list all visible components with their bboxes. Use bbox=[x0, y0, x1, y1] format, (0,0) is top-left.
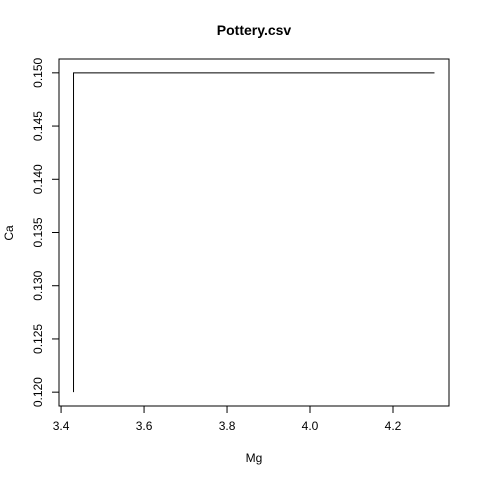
y-tick-label: 0.120 bbox=[31, 377, 45, 407]
y-tick-label: 0.135 bbox=[31, 217, 45, 247]
x-axis: 3.4 3.6 3.8 4.0 4.2 bbox=[53, 405, 402, 433]
y-tick-label: 0.125 bbox=[31, 324, 45, 354]
plot-frame bbox=[58, 58, 450, 407]
y-tick-label: 0.130 bbox=[31, 270, 45, 300]
x-tick-label: 3.4 bbox=[53, 419, 70, 433]
x-tick-label: 4.0 bbox=[302, 419, 319, 433]
chart-title: Pottery.csv bbox=[217, 22, 292, 38]
y-axis: 0.120 0.125 0.130 0.135 0.140 0.145 0.150 bbox=[31, 57, 60, 407]
y-axis-label: Ca bbox=[2, 225, 16, 241]
x-tick-label: 3.6 bbox=[136, 419, 153, 433]
x-axis-label: Mg bbox=[246, 451, 263, 465]
y-tick-label: 0.145 bbox=[31, 111, 45, 141]
x-tick-label: 4.2 bbox=[385, 419, 402, 433]
y-tick-label: 0.140 bbox=[31, 164, 45, 194]
series-line bbox=[73, 72, 435, 393]
x-tick-label: 3.8 bbox=[219, 419, 236, 433]
series-group bbox=[73, 72, 435, 393]
y-tick-label: 0.150 bbox=[31, 57, 45, 87]
